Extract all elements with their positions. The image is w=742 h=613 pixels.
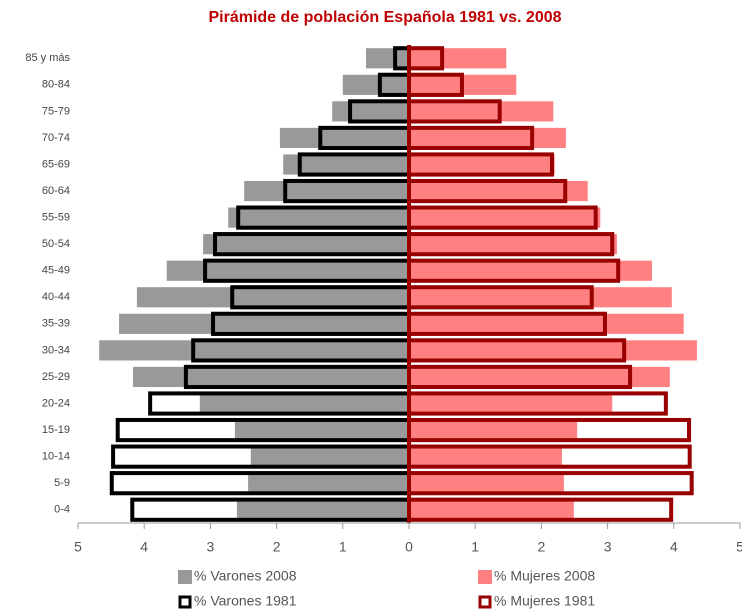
legend-label: % Mujeres 1981 bbox=[494, 593, 595, 609]
x-tick-label: 1 bbox=[471, 539, 479, 555]
bar bbox=[99, 340, 410, 361]
bar bbox=[409, 287, 672, 308]
bar bbox=[409, 234, 617, 255]
x-tick-label: 1 bbox=[339, 539, 347, 555]
bar bbox=[409, 499, 574, 520]
bar bbox=[409, 48, 507, 69]
y-tick-label: 25-29 bbox=[42, 371, 70, 383]
bar bbox=[409, 101, 554, 122]
bar bbox=[365, 48, 409, 69]
bar bbox=[409, 340, 697, 361]
bar bbox=[283, 154, 409, 175]
bar bbox=[199, 393, 409, 414]
bar bbox=[244, 180, 409, 202]
y-tick-label: 0-4 bbox=[54, 504, 70, 516]
y-tick-label: 70-74 bbox=[42, 132, 70, 144]
bar bbox=[332, 101, 409, 122]
bar bbox=[342, 74, 409, 95]
bar bbox=[250, 446, 409, 467]
bar bbox=[248, 473, 409, 494]
x-tick-label: 4 bbox=[670, 539, 678, 555]
x-tick-label: 3 bbox=[604, 539, 612, 555]
bar bbox=[409, 446, 562, 467]
legend-label: % Varones 1981 bbox=[194, 593, 297, 609]
bar bbox=[409, 260, 652, 281]
chart-title: Pirámide de población Española 1981 vs. … bbox=[208, 9, 561, 26]
bar bbox=[409, 473, 564, 494]
x-tick-label: 2 bbox=[538, 539, 546, 555]
y-tick-label: 75-79 bbox=[42, 105, 70, 117]
x-tick-label: 4 bbox=[140, 539, 148, 555]
bar bbox=[409, 127, 566, 149]
y-tick-label: 45-49 bbox=[42, 265, 70, 277]
y-tick-label: 55-59 bbox=[42, 212, 70, 224]
y-tick-label: 80-84 bbox=[42, 79, 70, 91]
bar bbox=[409, 180, 588, 202]
bar bbox=[119, 313, 409, 334]
y-tick-label: 65-69 bbox=[42, 158, 70, 170]
bar bbox=[136, 287, 409, 308]
bar bbox=[409, 313, 684, 334]
x-tick-label: 2 bbox=[273, 539, 281, 555]
y-tick-label: 15-19 bbox=[42, 424, 70, 436]
bar bbox=[234, 419, 409, 441]
y-tick-label: 20-24 bbox=[42, 397, 70, 409]
bar bbox=[409, 154, 555, 175]
y-tick-label: 10-14 bbox=[42, 451, 70, 463]
bar bbox=[228, 207, 409, 228]
x-tick-label: 5 bbox=[74, 539, 82, 555]
y-tick-label: 30-34 bbox=[42, 344, 70, 356]
bar bbox=[279, 127, 409, 149]
legend-label: % Mujeres 2008 bbox=[494, 568, 595, 584]
legend-label: % Varones 2008 bbox=[194, 568, 297, 584]
bar bbox=[132, 366, 410, 388]
y-tick-label: 85 y más bbox=[25, 52, 70, 64]
bar bbox=[409, 393, 613, 414]
x-tick-label: 3 bbox=[207, 539, 215, 555]
y-tick-label: 5-9 bbox=[54, 477, 70, 489]
legend-marker bbox=[178, 595, 192, 609]
y-tick-label: 40-44 bbox=[42, 291, 70, 303]
legend-marker bbox=[178, 570, 192, 584]
bar bbox=[236, 499, 409, 520]
bar bbox=[203, 234, 409, 255]
bar bbox=[166, 260, 409, 281]
x-tick-label: 5 bbox=[736, 539, 742, 555]
bar bbox=[409, 366, 670, 388]
bar bbox=[409, 419, 578, 441]
legend-marker bbox=[478, 570, 492, 584]
bar bbox=[409, 207, 601, 228]
y-tick-label: 60-64 bbox=[42, 185, 70, 197]
legend-marker bbox=[478, 595, 492, 609]
y-tick-label: 35-39 bbox=[42, 318, 70, 330]
y-tick-label: 50-54 bbox=[42, 238, 70, 250]
x-tick-label: 0 bbox=[405, 539, 413, 555]
